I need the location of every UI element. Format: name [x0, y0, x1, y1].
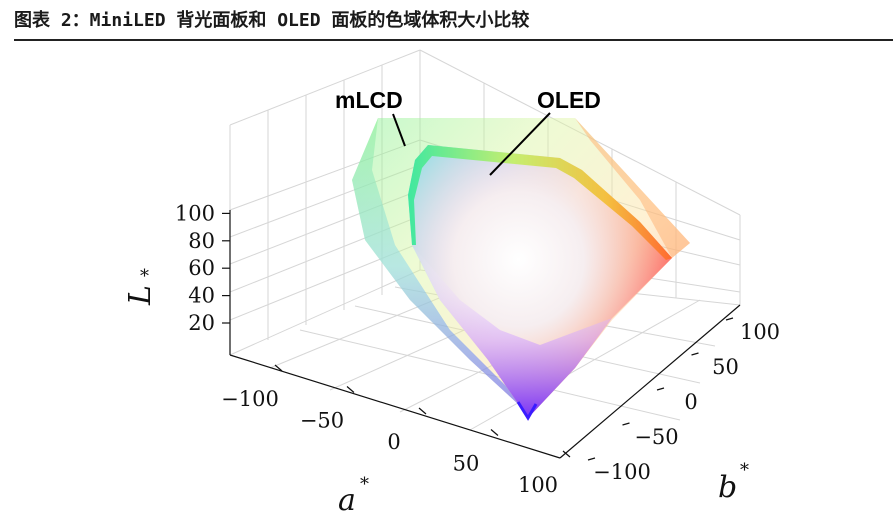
tick-mark: [587, 457, 596, 461]
series-callouts: mLCD OLED: [335, 87, 601, 176]
mlcd-callout-line: [392, 113, 406, 147]
tick-mark: [346, 386, 355, 393]
a-axis-line: [229, 354, 561, 459]
tick-mark: [691, 352, 699, 356]
tick-mark: [274, 364, 283, 372]
tick-mark: [656, 387, 665, 391]
b-axis-superscript: *: [740, 460, 749, 481]
a-axis-tick-label: −50: [300, 409, 344, 433]
figure-title: 图表 2：MiniLED 背光面板和 OLED 面板的色域体积大小比较: [14, 10, 530, 31]
b-axis-tick-label: 50: [712, 355, 739, 379]
a-axis-title: a *: [338, 474, 369, 518]
b-axis-tick-label: −100: [593, 460, 651, 484]
l-axis-tick-label: 60: [188, 256, 215, 280]
a-axis-tick-label: 50: [453, 452, 480, 476]
l-axis-title: L *: [123, 266, 158, 306]
tick-mark: [622, 422, 630, 426]
b-axis-tick-label: 0: [684, 390, 697, 414]
l-axis-superscript: *: [140, 266, 149, 287]
mlcd-series-label: mLCD: [335, 87, 403, 113]
oled-vertex: [516, 401, 538, 421]
a-axis-superscript: *: [360, 474, 369, 495]
oled-bottom-face: [412, 245, 612, 418]
l-axis-tick-label: 100: [175, 201, 215, 225]
mlcd-right-face: [575, 118, 690, 258]
l-axis-label: L: [123, 285, 158, 306]
b-axis-label: b: [718, 470, 737, 505]
axes-frame: [229, 210, 741, 459]
tick-mark: [725, 317, 734, 321]
figure-header: 图表 2：MiniLED 背光面板和 OLED 面板的色域体积大小比较: [0, 0, 893, 41]
title-rule: [14, 39, 893, 41]
oled-series-label: OLED: [537, 87, 601, 113]
b-axis-tick-label: −50: [634, 425, 678, 449]
mlcd-left-face: [352, 118, 530, 415]
oled-gamut-volume: [408, 145, 672, 421]
a-axis-tick-label: 0: [387, 430, 400, 454]
a-axis-label: a: [338, 483, 356, 518]
grid-line: [229, 49, 421, 126]
a-axis-tick-label: 100: [518, 473, 558, 497]
tick-mark: [490, 429, 499, 436]
grid-line: [469, 299, 701, 431]
tick-mark: [418, 407, 427, 415]
b-axis-title: b *: [718, 460, 749, 505]
oled-face-highlight: [408, 145, 672, 418]
tick-mark: [562, 450, 571, 458]
grid-line: [229, 269, 421, 356]
a-axis-tick-label: −100: [221, 387, 279, 411]
oled-callout-line: [489, 112, 551, 176]
l-axis-tick-label: 40: [188, 284, 215, 308]
b-axis-line: [559, 304, 741, 459]
l-axis-tick-label: 20: [188, 311, 215, 335]
l-axis-tick-label: 80: [188, 229, 215, 253]
b-axis-tick-label: 100: [740, 320, 780, 344]
